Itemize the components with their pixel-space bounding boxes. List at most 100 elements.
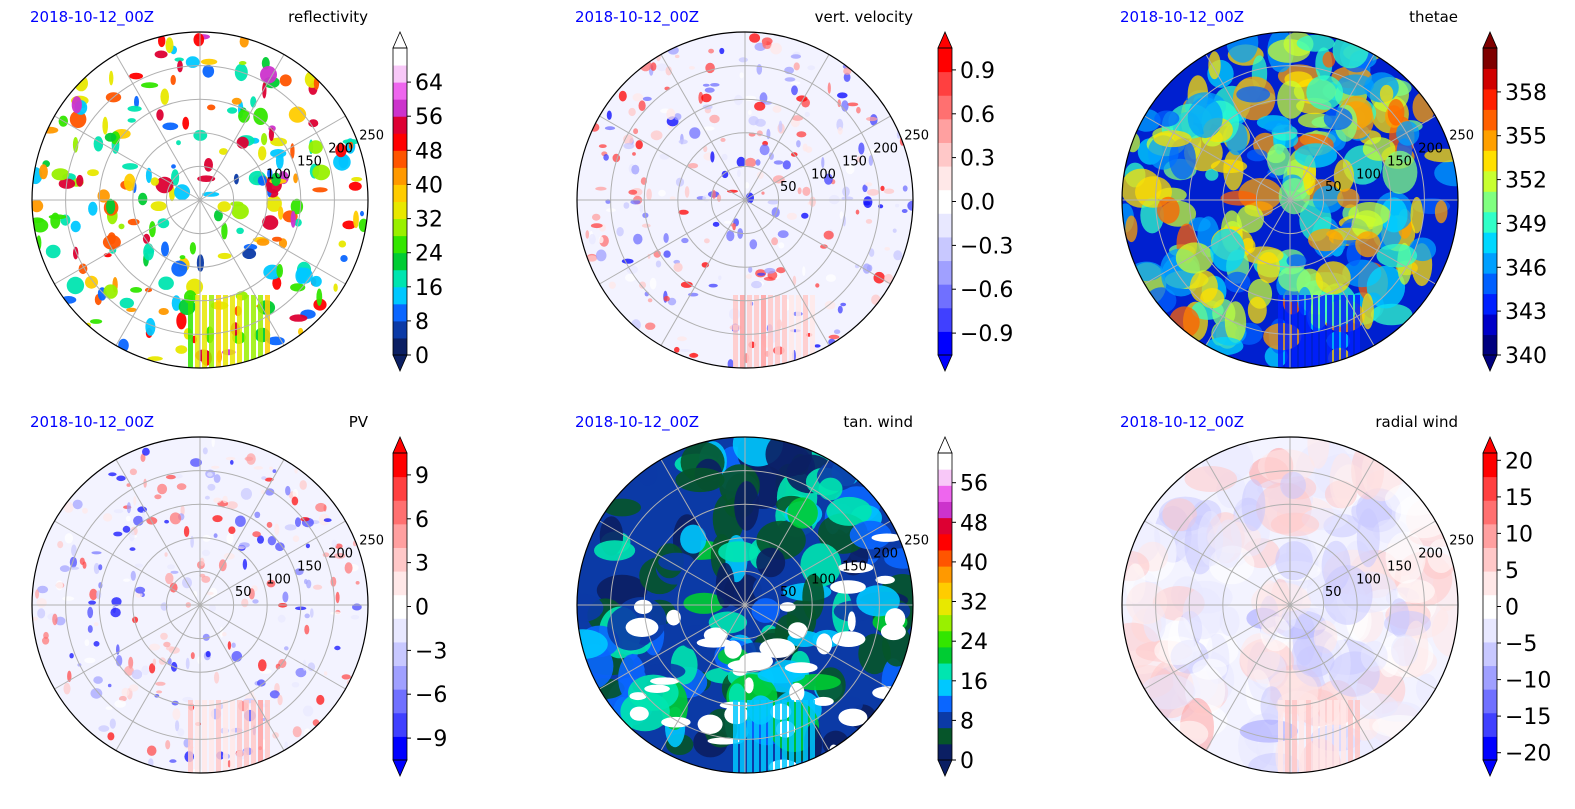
field-cell <box>345 545 352 549</box>
field-cell <box>1380 197 1408 233</box>
field-cell <box>360 210 364 217</box>
field-cell <box>863 196 873 209</box>
colorbar-segment <box>393 82 407 100</box>
field-cell <box>261 489 265 495</box>
field-cell <box>165 572 174 585</box>
field-cell <box>618 90 627 102</box>
azimuth-spoke <box>744 54 830 201</box>
field-cell <box>261 476 267 480</box>
polar-grid <box>577 32 913 368</box>
field-cell <box>223 552 235 560</box>
colorbar-segment <box>1483 736 1497 761</box>
field-cell <box>826 496 872 526</box>
field-cell <box>279 74 292 87</box>
colorbar-tick-label: 56 <box>415 105 443 130</box>
field-cell <box>149 221 156 238</box>
field-streak <box>1292 295 1297 368</box>
field-streak <box>754 295 759 368</box>
field-cell <box>715 562 735 608</box>
panel-vert-velocity: 2018-10-12_00Z vert. velocity 50 100 150 20… <box>545 0 1075 395</box>
polar-plot-tan-wind: 50 100 150 200 250 56 48 40 32 24 16 8 0 <box>576 436 988 777</box>
colorbar-segment <box>1483 641 1497 667</box>
field-streak <box>244 295 249 368</box>
field-cell <box>866 116 878 122</box>
field-cell <box>751 598 780 623</box>
colorbar-tick-label: 9 <box>415 464 429 489</box>
field-cell <box>749 239 758 250</box>
field-cell <box>174 184 191 201</box>
field-cell <box>242 558 248 570</box>
panel-reflectivity: 2018-10-12_00Z reflectivity 100 150 200 250… <box>0 0 530 395</box>
field-cell <box>902 185 908 192</box>
field-cell <box>291 496 299 506</box>
field-cell <box>129 468 137 476</box>
field-cell <box>71 96 82 114</box>
range-ring-label: 100 <box>1356 167 1381 182</box>
field-cell <box>204 495 210 500</box>
field-cell <box>856 106 861 114</box>
field-cell <box>166 474 176 480</box>
colorbar-tick-label: 0.3 <box>960 147 995 172</box>
field-cell <box>308 140 323 154</box>
field-cell <box>235 515 246 527</box>
colorbar-segment <box>393 99 407 117</box>
colorbar-segment <box>938 549 952 567</box>
colorbar-extend-min <box>1482 354 1498 372</box>
field-cell <box>669 196 676 200</box>
field-streak <box>733 295 738 368</box>
field-streak <box>1299 700 1304 773</box>
field-cell <box>1379 84 1394 103</box>
field-cell <box>666 108 676 120</box>
colorbar-segment <box>393 133 407 151</box>
colorbar-segment <box>938 679 952 696</box>
colorbar-tick-label: 32 <box>415 208 443 233</box>
colorbar-segment <box>1483 48 1497 69</box>
range-ring-label: 100 <box>811 167 836 182</box>
colorbar-segment <box>938 189 952 214</box>
field-cell <box>807 65 816 71</box>
colorbar-tick-label: 32 <box>960 591 988 616</box>
field-cell <box>658 552 695 571</box>
field-streak <box>768 700 773 773</box>
field-cell <box>595 249 607 262</box>
field-cell <box>141 665 150 676</box>
colorbar-segment <box>1483 476 1497 501</box>
colorbar-segment <box>1483 109 1497 131</box>
field-streak <box>810 295 815 368</box>
field-cell <box>295 517 301 528</box>
field-cell <box>157 483 168 495</box>
field-cell <box>43 631 49 640</box>
field-cell <box>667 297 677 306</box>
field-cell <box>720 137 726 142</box>
field-cell <box>294 468 298 474</box>
field-cell <box>791 85 798 96</box>
field-cell <box>721 170 729 179</box>
field-streak <box>195 295 200 368</box>
field-cell <box>158 34 166 48</box>
field-cell <box>156 109 164 121</box>
colorbar-segment <box>1483 334 1497 356</box>
field-cell <box>201 549 211 557</box>
field-cell <box>82 507 88 514</box>
colorbar-segment <box>393 116 407 134</box>
field-cell <box>816 633 833 655</box>
field-cell <box>805 146 813 153</box>
field-cell <box>1315 261 1351 295</box>
field-cell <box>225 456 236 461</box>
range-ring-label: 250 <box>904 129 929 144</box>
field-cell <box>698 91 704 104</box>
field-streak <box>202 295 207 368</box>
field-cell <box>701 93 712 103</box>
field-cell <box>734 94 743 106</box>
field-cell <box>304 624 310 635</box>
field-cell <box>1162 498 1197 532</box>
field-cell <box>704 87 715 93</box>
field-cell <box>197 656 202 665</box>
field-cell <box>802 186 811 196</box>
field-cell <box>114 700 126 708</box>
colorbar-segment <box>393 453 407 478</box>
field-cell <box>1224 301 1247 343</box>
field-cell <box>55 616 66 626</box>
field-cell <box>113 509 124 514</box>
field-cell <box>111 597 122 607</box>
